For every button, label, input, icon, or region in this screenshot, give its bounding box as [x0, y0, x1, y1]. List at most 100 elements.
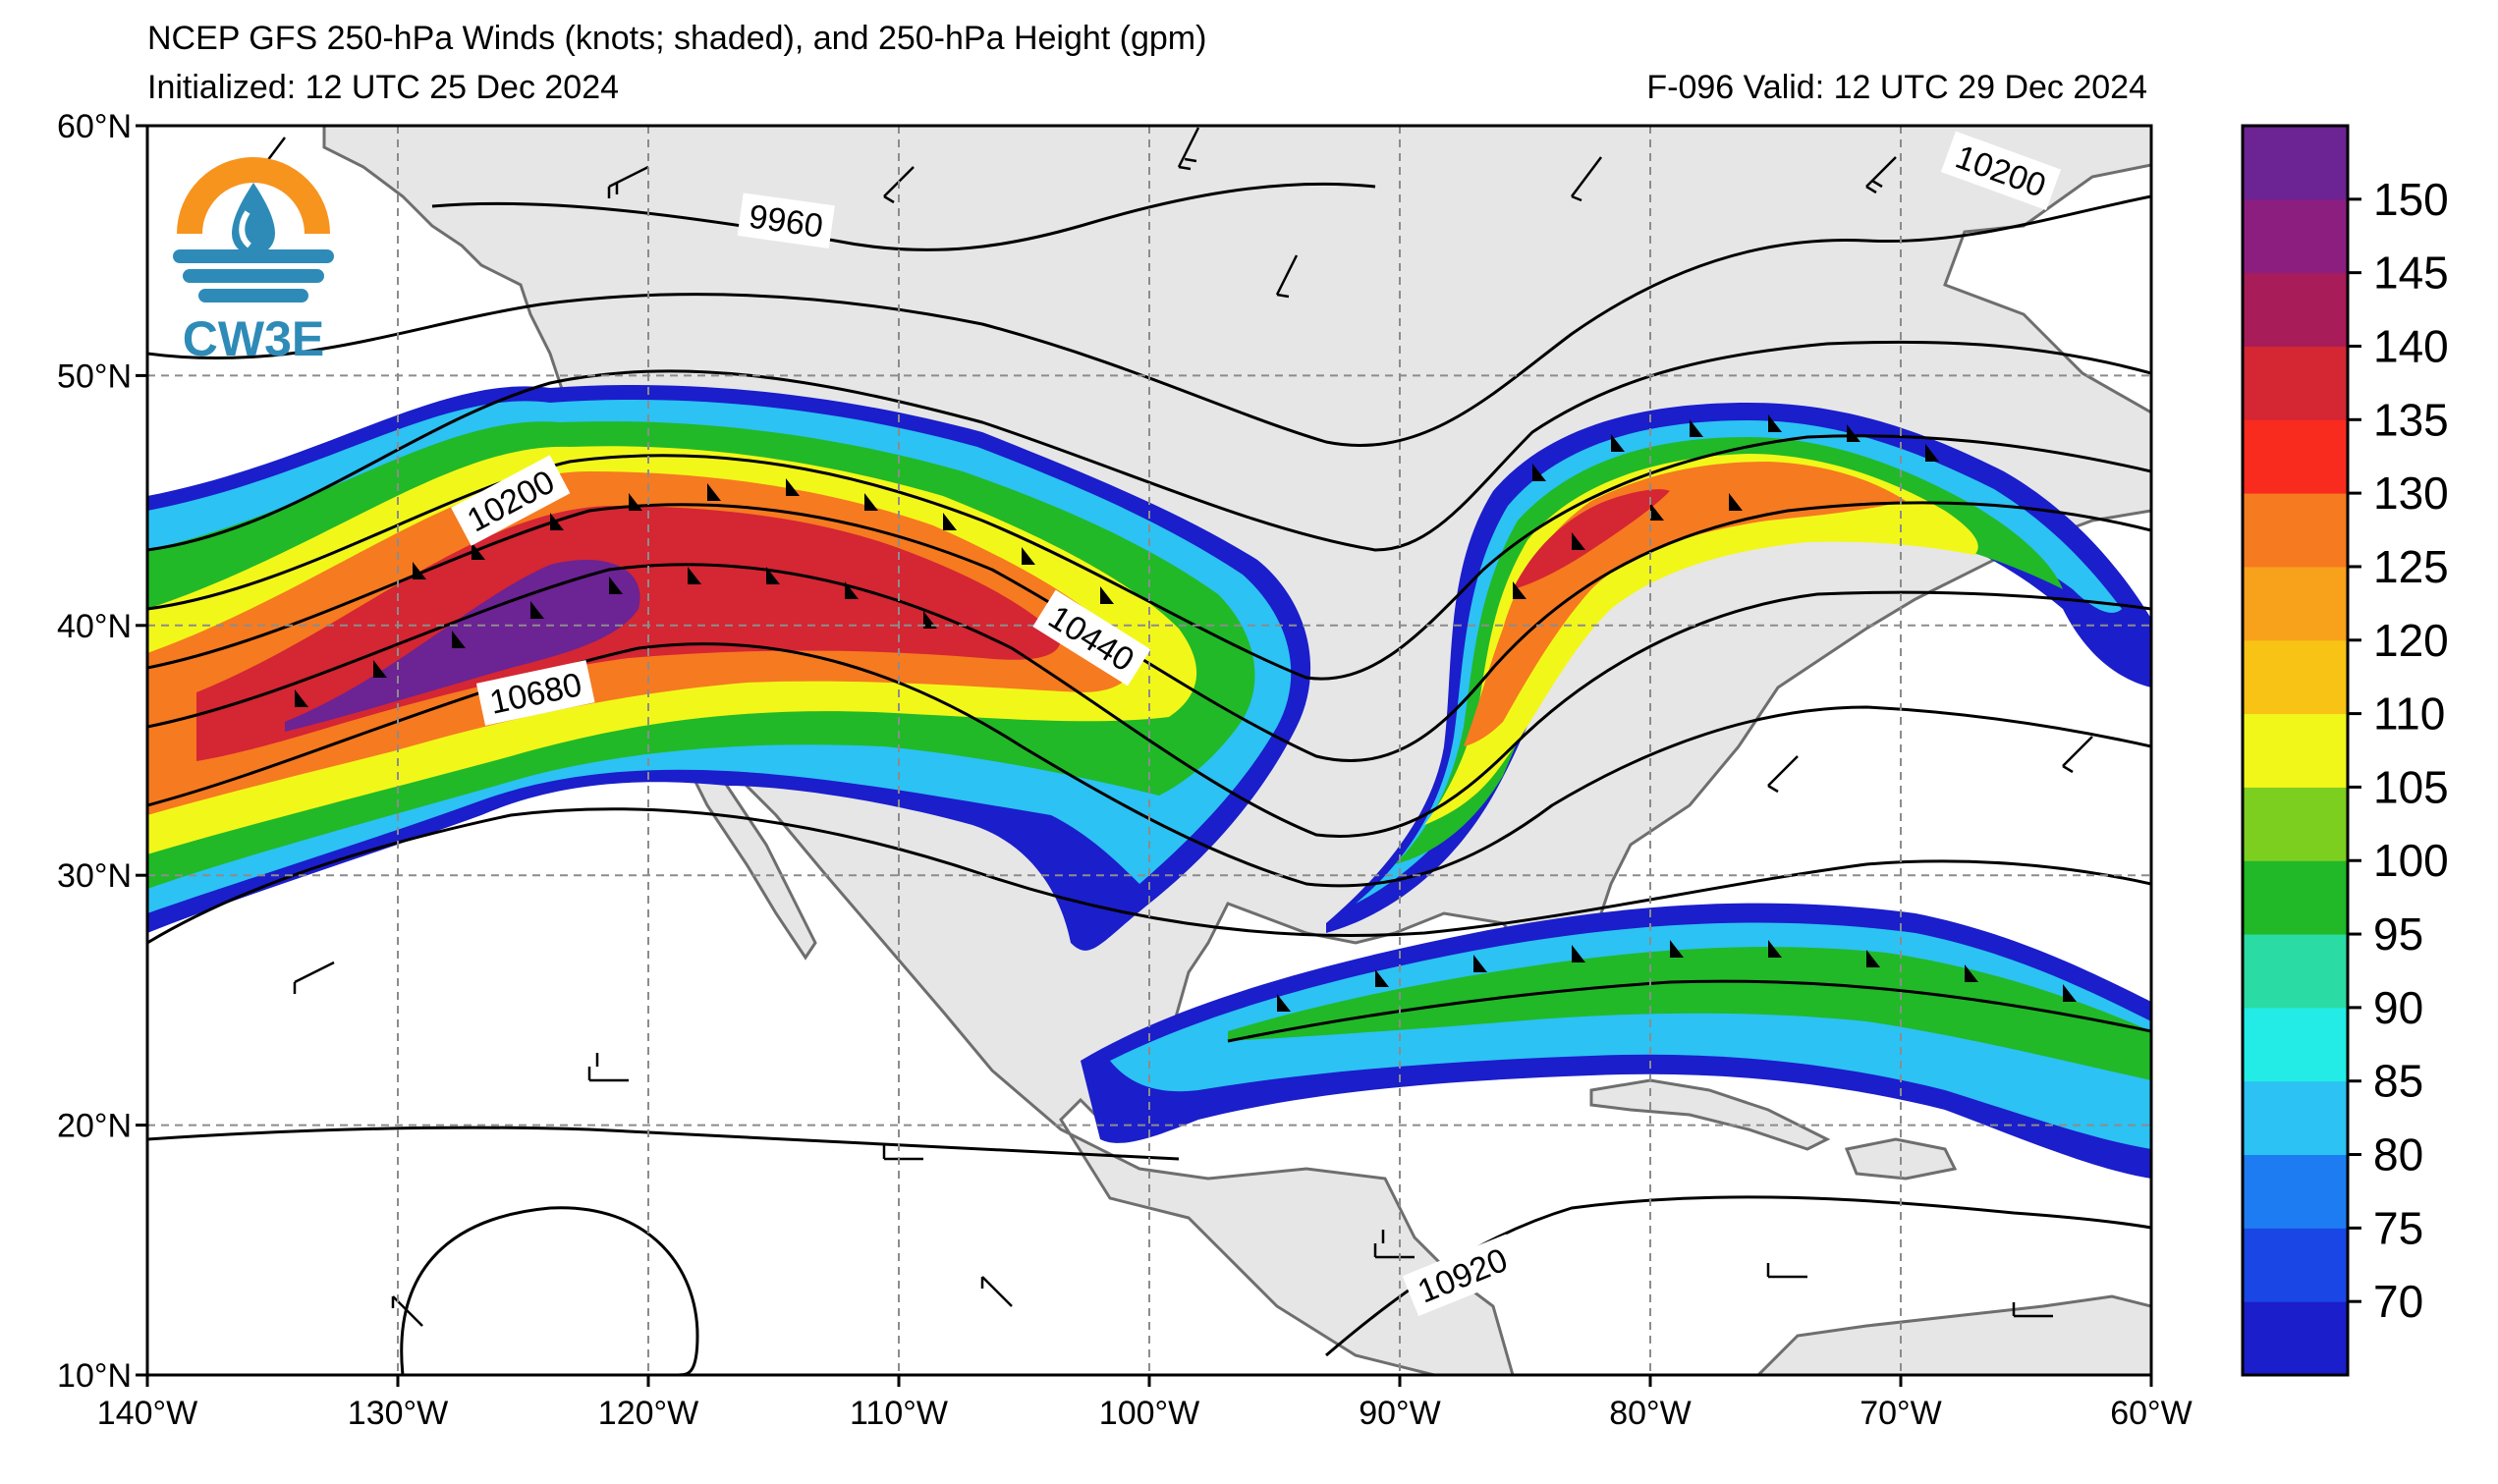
lon-label: 90°W	[1359, 1395, 1441, 1432]
contour-label-background	[1402, 1234, 1523, 1316]
lat-label: 30°N	[57, 857, 132, 895]
colorbar-segment	[2243, 1154, 2348, 1229]
contour-subtropical	[147, 1126, 1180, 1161]
wind-barb	[1373, 1230, 1415, 1259]
wind-barb	[293, 961, 335, 994]
colorbar-segment	[2243, 126, 2348, 200]
colorbar-frame	[2241, 124, 2350, 1377]
water-drop-highlight	[239, 210, 252, 248]
colorbar-label: 130	[2373, 467, 2449, 519]
colorbar-segment	[2243, 1228, 2348, 1302]
lon-label: 80°W	[1609, 1395, 1692, 1432]
contour-high-pacific	[400, 1206, 699, 1375]
colorbar-segment	[2243, 713, 2348, 788]
contour-label-background	[737, 192, 835, 248]
contour-10440	[147, 501, 2151, 762]
valid-time: F-096 Valid: 12 UTC 29 Dec 2024	[1646, 69, 2147, 106]
colorbar-label: 140	[2373, 320, 2449, 371]
contour-10200	[147, 340, 2151, 552]
initialized-time: Initialized: 12 UTC 25 Dec 2024	[147, 69, 620, 106]
logo-wave-3	[198, 289, 308, 302]
lon-label: 110°W	[850, 1395, 948, 1432]
wind-shading-western-jet	[147, 385, 1311, 951]
wind-shading-eastern-jet	[1326, 403, 2151, 933]
contour-label-background	[1940, 131, 2062, 210]
colorbar-segment	[2243, 934, 2348, 1009]
colorbar-label: 120	[2373, 615, 2449, 666]
water-drop-icon	[232, 183, 275, 255]
contour-10560	[147, 563, 2151, 838]
wind-barb	[2062, 736, 2093, 774]
wind-barb-flags	[295, 414, 2077, 1012]
lat-label: 20°N	[57, 1108, 132, 1145]
contour-9960	[431, 182, 1376, 251]
colorbar-segment	[2243, 1080, 2348, 1156]
lat-label: 10°N	[57, 1357, 132, 1395]
colorbar-label: 85	[2373, 1056, 2423, 1107]
colorbar-segment	[2243, 1301, 2348, 1376]
longitude-labels: 140°W 130°W 120°W 110°W 100°W 90°W 80°W 70°W 60°…	[97, 1395, 2193, 1432]
colorbar-label: 150	[2373, 174, 2449, 225]
lat-label: 50°N	[57, 357, 132, 395]
contour-label-background	[451, 455, 571, 546]
colorbar-segment	[2243, 346, 2348, 420]
wind-barb	[1865, 156, 1897, 194]
wind-shading-subtropical-jet	[1081, 903, 2151, 1179]
colorbar-label: 100	[2373, 835, 2449, 886]
contour-10860	[1227, 979, 2151, 1043]
colorbar-label: 95	[2373, 908, 2423, 960]
wind-barb	[980, 1276, 1013, 1307]
colorbar-segment	[2243, 419, 2348, 494]
logo-wave-1	[173, 249, 334, 263]
cw3e-logo: CW3E	[173, 157, 334, 366]
colorbar-label: 75	[2373, 1202, 2423, 1253]
contour-10080	[147, 194, 2151, 447]
colorbar-segment	[2243, 566, 2348, 641]
colorbar-segment	[2243, 198, 2348, 274]
contour-label-background	[475, 660, 595, 726]
wind-speed-colorbar	[2241, 124, 2361, 1377]
logo-sun-arc	[177, 157, 330, 234]
colorbar-label: 145	[2373, 247, 2449, 299]
lon-label: 130°W	[348, 1395, 448, 1432]
lon-label: 140°W	[97, 1395, 197, 1432]
wind-barb	[1177, 127, 1200, 171]
gridlines	[147, 126, 2151, 1375]
colorbar-label: 70	[2373, 1276, 2423, 1327]
axis-ticks	[136, 124, 2153, 1387]
colorbar-segment	[2243, 860, 2348, 935]
colorbar-segment	[2243, 1007, 2348, 1082]
contour-label-background	[1032, 589, 1151, 687]
colorbar-label: 135	[2373, 394, 2449, 445]
colorbar-label: 110	[2373, 688, 2445, 740]
lat-label: 60°N	[57, 108, 132, 145]
colorbar-segment	[2243, 787, 2348, 861]
lon-label: 100°W	[1099, 1395, 1199, 1432]
colorbar-label: 80	[2373, 1129, 2423, 1181]
wind-barb	[587, 1053, 629, 1082]
logo-text: CW3E	[183, 311, 324, 366]
map-title: NCEP GFS 250-hPa Winds (knots; shaded), …	[147, 20, 1207, 57]
lon-label: 60°W	[2110, 1395, 2193, 1432]
wind-barb	[1767, 755, 1799, 794]
contour-label: 9960	[737, 192, 835, 248]
colorbar-label: 125	[2373, 541, 2449, 592]
lon-label: 120°W	[598, 1395, 698, 1432]
colorbar-segment	[2243, 639, 2348, 715]
cuba-island	[1589, 1078, 1831, 1151]
wind-barb	[882, 1145, 923, 1161]
colorbar-label: 90	[2373, 982, 2423, 1033]
latitude-labels: 60°N 50°N 40°N 30°N 20°N 10°N	[57, 108, 132, 1395]
colorbar-label: 105	[2373, 761, 2449, 812]
contour-10800	[147, 807, 2151, 945]
lon-label: 70°W	[1860, 1395, 1942, 1432]
wind-barb	[2012, 1302, 2053, 1318]
colorbar-segment	[2243, 493, 2348, 568]
wind-barb	[1571, 156, 1602, 202]
logo-wave-2	[183, 269, 324, 283]
wind-barb	[607, 165, 649, 198]
wind-barb-flag	[1277, 940, 2077, 1012]
lat-label: 40°N	[57, 608, 132, 645]
colorbar-segment	[2243, 272, 2348, 347]
